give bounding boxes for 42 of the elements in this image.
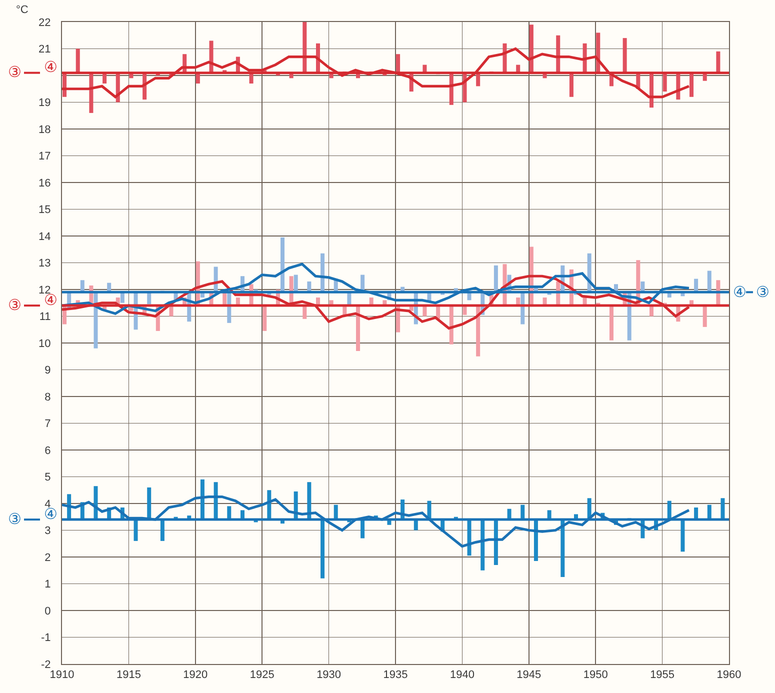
y-tick-label: 13: [38, 258, 51, 270]
y-tick-label: 16: [38, 177, 51, 190]
text: ③: [8, 297, 22, 314]
x-tick-label: 1920: [183, 669, 208, 682]
ref-line-label: ④: [44, 59, 58, 76]
y-tick-label: -1: [41, 632, 51, 644]
x-tick-label: 1955: [650, 669, 675, 682]
y-tick-label: 10: [38, 338, 51, 350]
y-tick-label: 6: [44, 444, 51, 457]
y-tick-label: 14: [38, 230, 51, 243]
y-tick-label: 17: [38, 150, 51, 163]
x-tick-label: 1915: [116, 669, 141, 682]
x-tick-label: 1910: [50, 669, 74, 682]
y-tick-label: 1: [44, 578, 51, 591]
y-tick-label: 0: [44, 605, 51, 618]
text: ③: [756, 284, 770, 301]
y-tick-label: 3: [44, 525, 51, 538]
y-tick-label: 15: [38, 204, 51, 216]
x-tick-label: 1945: [516, 669, 542, 682]
y-tick-label: 18: [38, 124, 51, 136]
x-tick-label: 1950: [583, 669, 608, 682]
y-axis-title: °C: [16, 4, 28, 16]
y-tick-label: 21: [38, 44, 51, 56]
x-tick-label: 1935: [383, 669, 408, 682]
ref-line-label: ④: [733, 284, 746, 301]
x-tick-label: 1940: [450, 669, 474, 682]
x-tick-label: 1930: [316, 669, 342, 682]
text: ③: [8, 511, 22, 528]
y-tick-label: 7: [44, 418, 51, 430]
y-tick-label: 11: [39, 311, 51, 324]
y-tick-label: 2: [44, 552, 51, 564]
y-tick-label: 5: [44, 472, 51, 484]
y-tick-label: 22: [38, 16, 51, 29]
ref-line-label: ④: [44, 506, 58, 523]
y-tick-label: -2: [41, 658, 51, 671]
y-tick-label: 8: [44, 391, 51, 404]
ref-line-label: ④: [44, 292, 58, 309]
x-tick-label: 1960: [716, 669, 742, 682]
x-tick-label: 1925: [250, 669, 274, 682]
y-tick-label: 19: [38, 97, 51, 110]
text: ③: [8, 64, 22, 81]
y-tick-label: 9: [44, 364, 51, 377]
